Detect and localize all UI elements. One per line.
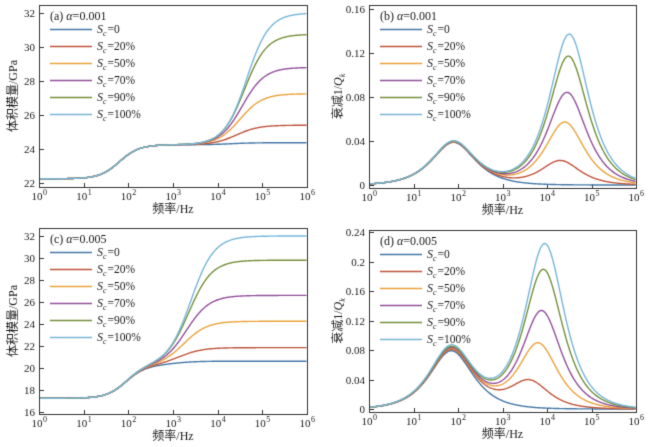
panel-d-attenuation-chart — [325, 224, 650, 447]
panel-b-attenuation-chart — [325, 0, 650, 224]
panel-a-bulk-modulus-chart — [0, 0, 325, 224]
panel-c-bulk-modulus-chart — [0, 224, 325, 447]
